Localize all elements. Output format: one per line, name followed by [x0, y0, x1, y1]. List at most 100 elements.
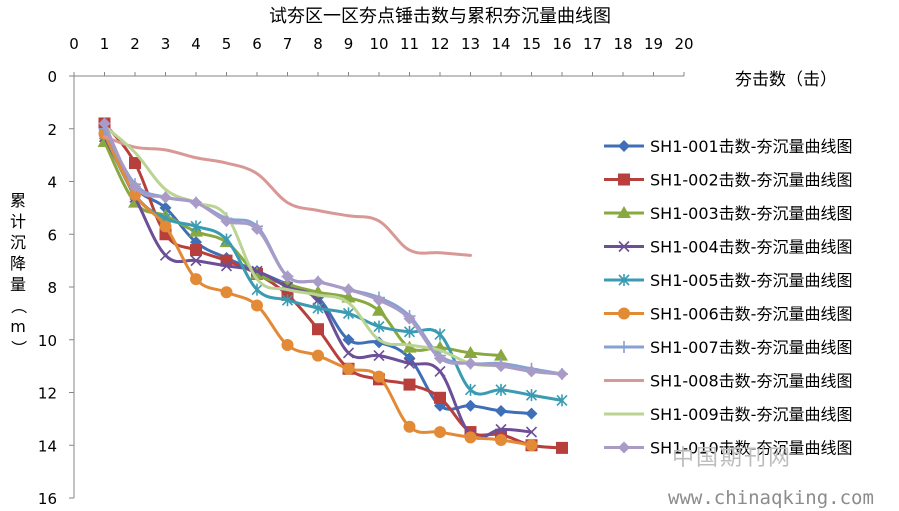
y-tick-label: 0	[47, 68, 57, 86]
data-point	[403, 357, 416, 370]
data-point	[190, 220, 202, 233]
x-tick-label: 9	[344, 35, 354, 53]
legend-marker	[618, 173, 630, 186]
data-point	[464, 431, 477, 444]
data-point	[373, 370, 385, 383]
x-axis-ticks: 0 1 2 3 4 5 6 7 8 9 10 11 12 13 14 15 16 17 18 19 20	[69, 35, 694, 76]
series-5	[98, 128, 568, 407]
series-line	[103, 121, 564, 376]
legend-item: SH1-007击数-夯沉量曲线图	[604, 338, 852, 357]
data-point	[251, 222, 263, 235]
data-point	[495, 404, 507, 417]
x-tick-label: 18	[613, 35, 632, 53]
y-tick-label: 14	[38, 437, 57, 455]
x-tick-label: 8	[313, 35, 323, 53]
x-tick-label: 15	[522, 35, 541, 53]
data-point	[129, 180, 141, 193]
data-point	[372, 303, 386, 316]
legend-item: SH1-002击数-夯沉量曲线图	[604, 171, 852, 190]
legend-marker	[618, 240, 630, 253]
data-point	[556, 394, 568, 407]
data-point	[281, 339, 294, 352]
y-axis-label-char: 量	[10, 275, 26, 294]
data-point	[159, 249, 172, 261]
legend-item: SH1-008击数-夯沉量曲线图	[604, 372, 852, 391]
data-point	[556, 441, 568, 454]
data-point	[342, 307, 355, 320]
data-point	[556, 368, 568, 381]
data-point	[220, 215, 233, 228]
x-tick-label: 1	[100, 35, 110, 53]
y-tick-label: 8	[47, 279, 57, 297]
y-tick-label: 16	[38, 490, 57, 508]
series-9	[103, 124, 564, 376]
x-tick-label: 11	[400, 35, 419, 53]
data-point	[525, 407, 538, 420]
legend-item: SH1-001击数-夯沉量曲线图	[604, 137, 852, 156]
series-6	[98, 128, 538, 452]
y-axis-ticks: 0 2 4 6 8 10 12 14 16	[38, 68, 74, 508]
data-point	[403, 312, 416, 325]
x-tick-label: 5	[222, 35, 232, 53]
legend-label: SH1-001击数-夯沉量曲线图	[650, 137, 852, 156]
data-point	[281, 294, 294, 307]
data-point	[159, 201, 172, 214]
data-point	[373, 336, 385, 349]
data-point	[220, 233, 233, 246]
data-point	[403, 420, 416, 433]
legend-label: SH1-004击数-夯沉量曲线图	[650, 238, 852, 257]
series-10	[98, 117, 568, 381]
data-point	[434, 328, 446, 341]
data-point	[434, 352, 446, 365]
data-point	[190, 244, 202, 257]
x-tick-label: 20	[674, 35, 693, 53]
chart-title: 试夯区一区夯点锤击数与累积夯沉量曲线图	[269, 6, 611, 27]
data-point	[98, 117, 111, 130]
legend-marker	[618, 441, 630, 454]
legend-label: SH1-008击数-夯沉量曲线图	[650, 372, 852, 391]
data-point	[129, 157, 141, 170]
data-point	[342, 347, 355, 359]
data-point	[312, 275, 324, 288]
data-point	[434, 391, 446, 404]
legend-label: SH1-003击数-夯沉量曲线图	[650, 204, 852, 223]
x-tick-label: 14	[491, 35, 510, 53]
data-point	[342, 283, 355, 296]
data-point	[281, 270, 294, 283]
x-tick-label: 0	[69, 35, 79, 53]
series-1	[98, 125, 538, 420]
legend-item: SH1-010击数-夯沉量曲线图	[604, 439, 852, 458]
data-point	[373, 320, 385, 333]
data-point	[525, 365, 538, 378]
data-point	[463, 345, 478, 358]
data-point	[402, 340, 417, 353]
x-tick-label: 12	[430, 35, 449, 53]
data-point	[251, 283, 263, 296]
legend-marker	[618, 274, 630, 286]
legend-marker	[618, 307, 630, 320]
series-line	[103, 127, 564, 376]
legend-label: SH1-009击数-夯沉量曲线图	[650, 405, 852, 424]
x-tick-label: 4	[191, 35, 201, 53]
data-point	[373, 294, 385, 307]
data-point	[495, 383, 507, 396]
legend-label: SH1-005击数-夯沉量曲线图	[650, 271, 852, 290]
data-point	[494, 348, 508, 361]
data-point	[190, 273, 202, 286]
data-point	[525, 389, 538, 402]
series-line	[103, 140, 503, 358]
legend-marker	[618, 341, 630, 353]
data-point	[495, 433, 507, 446]
series-line	[103, 124, 564, 376]
y-axis-label-char: ）	[9, 340, 28, 356]
legend-marker	[618, 140, 630, 152]
data-point	[525, 439, 538, 452]
data-point	[525, 426, 538, 438]
series-line	[103, 132, 564, 402]
legend-item: SH1-005击数-夯沉量曲线图	[604, 271, 852, 290]
data-point	[434, 365, 446, 377]
legend-label: SH1-006击数-夯沉量曲线图	[650, 305, 852, 324]
data-point	[403, 378, 416, 391]
x-tick-label: 16	[552, 35, 571, 53]
x-axis-label: 夯击数（击）	[735, 70, 837, 90]
